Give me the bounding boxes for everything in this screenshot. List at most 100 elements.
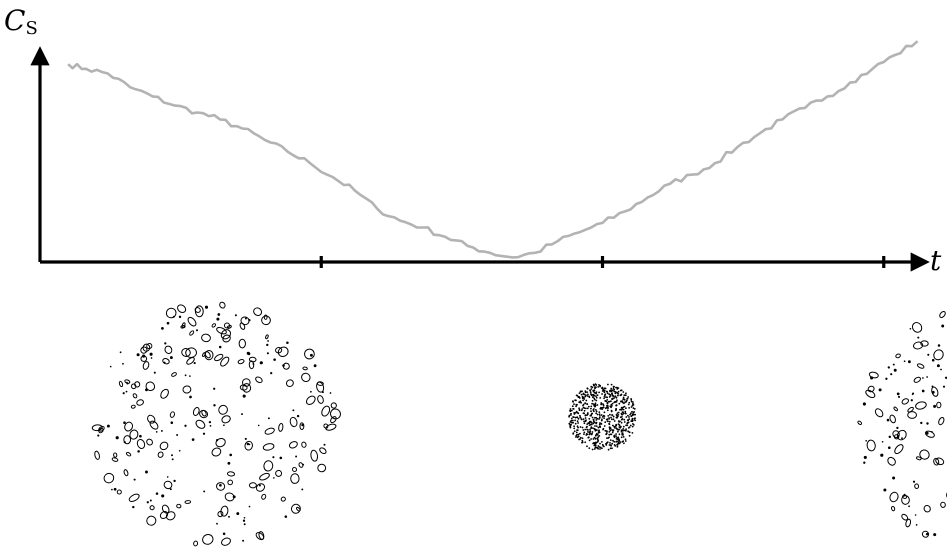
- particle: [248, 482, 257, 489]
- particle: [618, 438, 620, 441]
- particle: [595, 409, 597, 411]
- particle: [588, 395, 590, 398]
- particle: [253, 307, 263, 316]
- particle: [606, 437, 608, 439]
- particle: [889, 414, 896, 424]
- particle: [263, 314, 268, 320]
- particle: [583, 433, 585, 435]
- particle: [193, 540, 199, 547]
- particle: [605, 442, 608, 445]
- particle: [242, 383, 252, 393]
- particle: [160, 429, 163, 432]
- particle: [613, 434, 616, 437]
- particle: [323, 443, 326, 446]
- particle: [611, 442, 614, 445]
- particle: [330, 416, 337, 424]
- particle: [615, 441, 617, 443]
- particle: [608, 444, 611, 446]
- particle: [618, 442, 621, 445]
- particle: [944, 376, 947, 379]
- particle: [576, 436, 579, 439]
- particle: [613, 397, 615, 399]
- particle: [97, 434, 100, 437]
- particle: [580, 401, 582, 404]
- particle: [612, 415, 615, 418]
- particle: [593, 404, 595, 407]
- particle: [146, 343, 153, 350]
- particle: [594, 416, 596, 419]
- particle: [630, 398, 632, 400]
- particle: [246, 442, 250, 446]
- particle: [169, 411, 175, 418]
- particle: [926, 422, 929, 425]
- particle: [296, 414, 300, 418]
- particle: [569, 421, 572, 423]
- particle: [595, 421, 598, 424]
- particle: [161, 494, 165, 498]
- particle: [616, 445, 619, 448]
- particle: [259, 361, 263, 365]
- particle: [622, 396, 625, 399]
- particle: [181, 322, 186, 328]
- particle: [238, 338, 246, 349]
- particle: [171, 458, 174, 461]
- particle: [604, 429, 607, 432]
- particle: [598, 416, 601, 419]
- particle: [182, 385, 192, 394]
- particle: [885, 377, 888, 380]
- particle: [597, 436, 600, 438]
- particle: [240, 316, 250, 326]
- particle: [115, 436, 119, 440]
- particle: [129, 429, 139, 440]
- particle: [132, 393, 138, 399]
- particle: [573, 413, 576, 415]
- x-axis-label: t: [930, 244, 942, 277]
- particle: [239, 322, 246, 330]
- particle: [586, 423, 589, 425]
- particle: [221, 537, 231, 546]
- particle: [634, 417, 636, 420]
- particle: [581, 408, 584, 410]
- particle: [590, 413, 593, 416]
- particle: [572, 416, 574, 418]
- particle: [610, 444, 612, 447]
- particle: [588, 431, 591, 434]
- particle: [914, 483, 920, 489]
- particle: [617, 393, 620, 395]
- particle: [609, 439, 612, 441]
- particle: [574, 416, 577, 419]
- particle: [941, 324, 945, 328]
- particle: [593, 448, 596, 450]
- snapshot-row: [91, 301, 947, 547]
- particle: [583, 420, 585, 423]
- particle: [592, 403, 595, 405]
- particle: [130, 383, 137, 390]
- particle: [581, 437, 584, 440]
- particle: [583, 407, 586, 409]
- particle: [619, 389, 622, 392]
- particle: [580, 393, 583, 396]
- particle: [302, 366, 308, 371]
- particle: [598, 418, 600, 420]
- particle: [591, 448, 594, 451]
- particle: [624, 438, 627, 441]
- particle: [583, 431, 586, 434]
- particle: [275, 347, 283, 354]
- particle: [149, 505, 155, 511]
- particle: [184, 500, 192, 504]
- particle: [603, 425, 606, 427]
- particle: [116, 489, 122, 495]
- particle: [607, 448, 610, 451]
- particle: [193, 362, 196, 365]
- particle: [592, 422, 595, 425]
- particle: [165, 307, 177, 319]
- particle: [597, 447, 599, 450]
- particle: [617, 430, 619, 433]
- particle: [590, 405, 593, 408]
- particle: [217, 313, 221, 316]
- particle: [874, 408, 884, 418]
- particle: [149, 499, 152, 502]
- particle: [942, 385, 946, 388]
- particle: [186, 357, 195, 365]
- particle: [606, 392, 609, 395]
